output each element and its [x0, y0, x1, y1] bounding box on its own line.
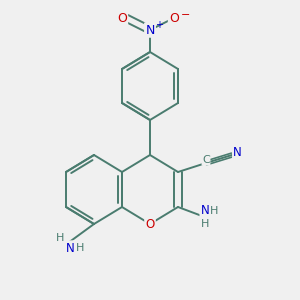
Text: H: H	[201, 219, 209, 229]
Text: H: H	[210, 206, 218, 216]
Text: N: N	[66, 242, 74, 254]
Text: H: H	[76, 243, 84, 253]
Text: C: C	[202, 155, 210, 165]
Text: O: O	[117, 11, 127, 25]
Text: H: H	[56, 233, 64, 243]
Text: N: N	[201, 205, 209, 218]
Text: O: O	[146, 218, 154, 230]
Text: −: −	[181, 10, 191, 20]
Text: +: +	[155, 20, 163, 30]
Text: N: N	[232, 146, 242, 160]
Text: O: O	[169, 11, 179, 25]
Text: N: N	[145, 23, 155, 37]
